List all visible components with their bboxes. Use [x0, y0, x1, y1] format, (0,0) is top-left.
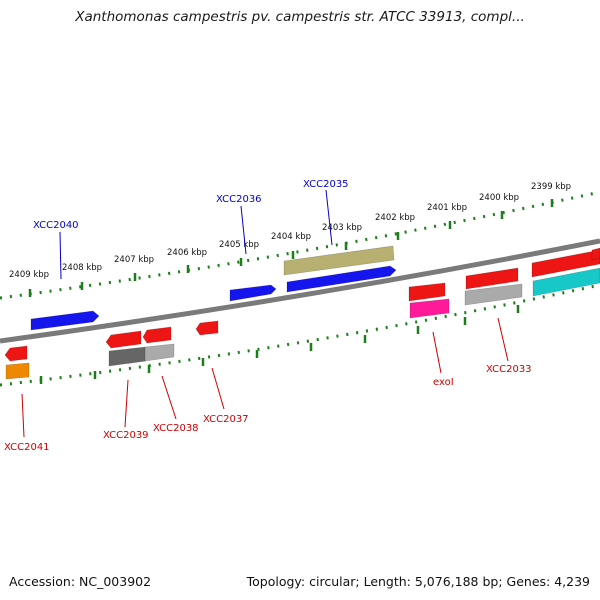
genome-summary: Topology: circular; Length: 5,076,188 bp… — [246, 574, 590, 589]
scale-label: 2408 kbp — [62, 263, 102, 273]
gene-label-reverse: XCC2039 — [103, 430, 149, 441]
scale-label: 2403 kbp — [322, 223, 362, 233]
gene-label-reverse: XCC2038 — [153, 423, 199, 434]
genome-backbone — [0, 238, 600, 344]
gene-xcc2041-b[interactable] — [5, 362, 30, 380]
gene-xcc2039-a[interactable] — [105, 330, 142, 349]
gene-xcc2039-b[interactable] — [108, 346, 147, 367]
gene-xcc2035-overlap[interactable] — [283, 245, 395, 276]
scale-label: 2400 kbp — [479, 193, 519, 203]
scale-label: 2399 kbp — [531, 182, 571, 192]
gene-label-reverse: XCC2033 — [486, 364, 532, 375]
reverse-strand-genes — [4, 320, 219, 380]
gene-arrow — [283, 245, 395, 276]
gene-cyan[interactable] — [532, 267, 600, 297]
gene-xcc2038-a[interactable] — [142, 326, 172, 344]
scale-major-ticks-lower — [39, 305, 520, 384]
scale-label: 2409 kbp — [9, 270, 49, 280]
scale-label: 2406 kbp — [167, 248, 207, 258]
gene-arrow — [532, 267, 600, 297]
gene-arrow — [408, 282, 446, 302]
gene-red-right-2[interactable] — [591, 247, 600, 261]
scale-label: 2401 kbp — [427, 203, 467, 213]
scale-major-ticks-upper — [28, 199, 554, 297]
gene-arrow — [531, 249, 600, 278]
scale-label: 2402 kbp — [375, 213, 415, 223]
gene-small-grey[interactable] — [464, 283, 523, 306]
gene-xcc2034[interactable] — [408, 282, 446, 302]
forward-strand-genes — [30, 245, 600, 331]
gene-xcc2037[interactable] — [195, 320, 219, 336]
gene-red-right[interactable] — [531, 249, 600, 278]
gene-arrow — [4, 345, 28, 362]
accession-label: Accession: NC_003902 — [9, 574, 152, 589]
gene-label-reverse: XCC2037 — [203, 414, 249, 425]
gene-label-forward: XCC2035 — [303, 179, 349, 190]
gene-xcc2040[interactable] — [30, 310, 100, 331]
gene-arrow — [465, 267, 519, 290]
gene-xcc2038-b[interactable] — [144, 343, 175, 362]
gene-xcc2035[interactable] — [286, 265, 397, 293]
gene-labels: XCC2040 XCC2036 XCC2035 XCC2041 XCC2039 … — [4, 179, 532, 453]
gene-arrow — [144, 343, 175, 362]
gene-arrow — [286, 265, 397, 293]
gene-arrow — [5, 362, 30, 380]
gene-label-forward: XCC2040 — [33, 220, 79, 231]
gene-arrow — [30, 310, 100, 331]
gene-label-reverse: XCC2041 — [4, 442, 50, 453]
scale-label: 2404 kbp — [271, 232, 311, 242]
gene-exoi[interactable] — [409, 298, 450, 319]
gene-arrow — [591, 247, 600, 261]
gene-arrow — [409, 298, 450, 319]
gene-arrow — [229, 284, 277, 302]
gene-arrow — [464, 283, 523, 306]
gene-arrow — [105, 330, 142, 349]
scale-labels: 2409 kbp 2408 kbp 2407 kbp 2406 kbp 2405… — [9, 182, 571, 280]
gene-arrow — [142, 326, 172, 344]
map-title: Xanthomonas campestris pv. campestris st… — [75, 9, 525, 25]
gene-xcc2036[interactable] — [229, 284, 277, 302]
gene-label-reverse: exoI — [433, 377, 454, 388]
gene-arrow — [108, 346, 147, 367]
scale-label: 2407 kbp — [114, 255, 154, 265]
scale-label: 2405 kbp — [219, 240, 259, 250]
gene-xcc2033[interactable] — [465, 267, 519, 290]
gene-label-forward: XCC2036 — [216, 194, 262, 205]
gene-xcc2041-a[interactable] — [4, 345, 28, 362]
gene-arrow — [195, 320, 219, 336]
gene-label-lines — [21, 189, 509, 438]
